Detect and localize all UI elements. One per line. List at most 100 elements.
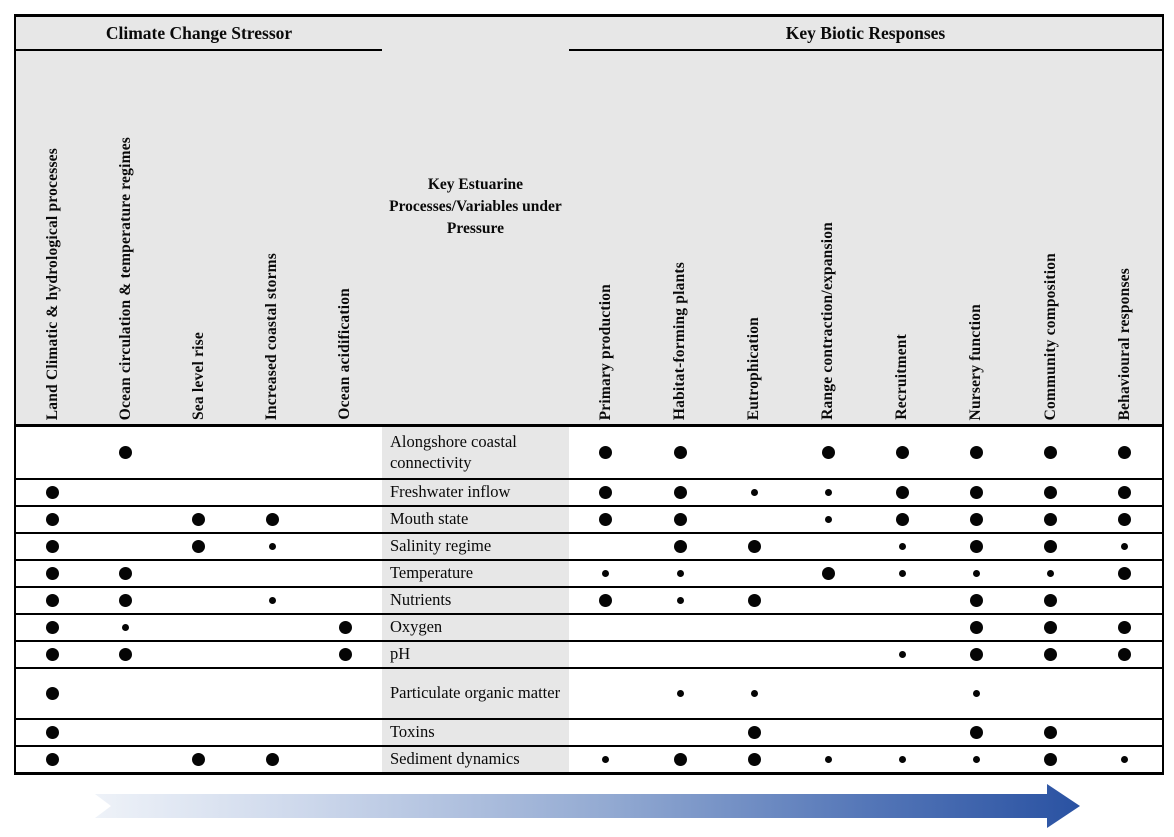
dot-large bbox=[895, 446, 909, 459]
dot-small bbox=[1121, 756, 1129, 763]
matrix-cell bbox=[643, 669, 717, 718]
dot-large bbox=[46, 513, 60, 526]
row-label: Nutrients bbox=[381, 588, 569, 613]
dot-large bbox=[46, 540, 60, 553]
matrix-cell bbox=[1088, 561, 1162, 586]
matrix-cell bbox=[162, 615, 235, 640]
dot-small bbox=[824, 516, 832, 523]
matrix-cell bbox=[939, 747, 1013, 772]
dot-large bbox=[1118, 513, 1132, 526]
matrix-cell bbox=[1088, 588, 1162, 613]
dot-large bbox=[895, 486, 909, 499]
matrix-cell bbox=[1088, 642, 1162, 667]
matrix-cell bbox=[569, 615, 643, 640]
matrix-cell bbox=[1088, 427, 1162, 478]
dot-large bbox=[599, 594, 613, 607]
matrix-cell bbox=[1014, 747, 1088, 772]
matrix-cell bbox=[569, 588, 643, 613]
row-label: Salinity regime bbox=[381, 534, 569, 559]
dot-small bbox=[676, 690, 684, 697]
matrix-table: Climate Change Stressor Key Biotic Respo… bbox=[14, 14, 1164, 775]
dot-large bbox=[119, 446, 133, 459]
matrix-cell bbox=[16, 588, 89, 613]
dot-large bbox=[46, 567, 60, 580]
matrix-cell bbox=[1014, 427, 1088, 478]
dot-large bbox=[46, 594, 60, 607]
matrix-cell bbox=[791, 669, 865, 718]
dot-large bbox=[969, 621, 983, 634]
dot-small bbox=[898, 756, 906, 763]
dot-large bbox=[747, 753, 761, 766]
matrix-cell bbox=[1088, 507, 1162, 532]
matrix-cell bbox=[162, 480, 235, 505]
matrix-cell bbox=[1014, 507, 1088, 532]
matrix-cell bbox=[309, 561, 382, 586]
matrix-cell bbox=[162, 747, 235, 772]
dot-large bbox=[969, 446, 983, 459]
matrix-cell bbox=[939, 480, 1013, 505]
matrix-rows: Alongshore coastal connectivity Freshwat… bbox=[16, 427, 1162, 772]
dot-large bbox=[338, 621, 352, 634]
dot-large bbox=[1044, 486, 1058, 499]
dot-large bbox=[119, 567, 133, 580]
matrix-cell bbox=[16, 561, 89, 586]
dot-small bbox=[972, 756, 980, 763]
matrix-cell bbox=[1014, 588, 1088, 613]
dot-large bbox=[969, 540, 983, 553]
matrix-cell bbox=[569, 507, 643, 532]
dot-large bbox=[1044, 648, 1058, 661]
dot-large bbox=[1118, 486, 1132, 499]
dot-small bbox=[972, 690, 980, 697]
column-header-behavioural-responses: Behavioural responses bbox=[1115, 267, 1133, 420]
dot-large bbox=[747, 594, 761, 607]
dot-small bbox=[1121, 543, 1129, 550]
matrix-cell bbox=[791, 427, 865, 478]
dot-large bbox=[1044, 446, 1058, 459]
dot-large bbox=[673, 486, 687, 499]
section-title-biotic-responses: Key Biotic Responses bbox=[569, 17, 1162, 51]
matrix-cell bbox=[865, 507, 939, 532]
matrix-cell bbox=[643, 534, 717, 559]
matrix-cell bbox=[162, 427, 235, 478]
matrix-cell bbox=[16, 669, 89, 718]
matrix-cell bbox=[791, 720, 865, 745]
dot-small bbox=[676, 570, 684, 577]
matrix-cell bbox=[89, 747, 162, 772]
matrix-cell bbox=[236, 747, 309, 772]
dot-large bbox=[119, 594, 133, 607]
matrix-cell bbox=[865, 588, 939, 613]
matrix-cell bbox=[717, 747, 791, 772]
dot-small bbox=[972, 570, 980, 577]
matrix-cell bbox=[89, 720, 162, 745]
row-label: Freshwater inflow bbox=[381, 480, 569, 505]
dot-small bbox=[750, 690, 758, 697]
dot-small bbox=[898, 543, 906, 550]
matrix-cell bbox=[309, 480, 382, 505]
matrix-cell bbox=[89, 427, 162, 478]
dot-large bbox=[1044, 753, 1058, 766]
matrix-cell bbox=[1014, 534, 1088, 559]
matrix-cell bbox=[717, 561, 791, 586]
dot-large bbox=[46, 687, 60, 700]
matrix-cell bbox=[16, 720, 89, 745]
matrix-cell bbox=[865, 747, 939, 772]
matrix-cell bbox=[89, 534, 162, 559]
matrix-cell bbox=[939, 615, 1013, 640]
column-header-recruitment: Recruitment bbox=[893, 334, 911, 420]
matrix-row-temperature: Temperature bbox=[16, 559, 1162, 586]
dot-large bbox=[1044, 594, 1058, 607]
matrix-cell bbox=[309, 427, 382, 478]
dot-large bbox=[1044, 621, 1058, 634]
dot-large bbox=[265, 753, 279, 766]
dot-large bbox=[821, 446, 835, 459]
column-header-primary-production: Primary production bbox=[596, 283, 614, 420]
matrix-cell bbox=[717, 588, 791, 613]
matrix-cell bbox=[791, 642, 865, 667]
matrix-cell bbox=[791, 561, 865, 586]
dot-large bbox=[747, 540, 761, 553]
matrix-cell bbox=[865, 720, 939, 745]
matrix-row-toxins: Toxins bbox=[16, 718, 1162, 745]
middle-header-title: Key Estuarine Processes/Variables under … bbox=[389, 176, 562, 237]
matrix-cell bbox=[569, 720, 643, 745]
matrix-cell bbox=[569, 642, 643, 667]
